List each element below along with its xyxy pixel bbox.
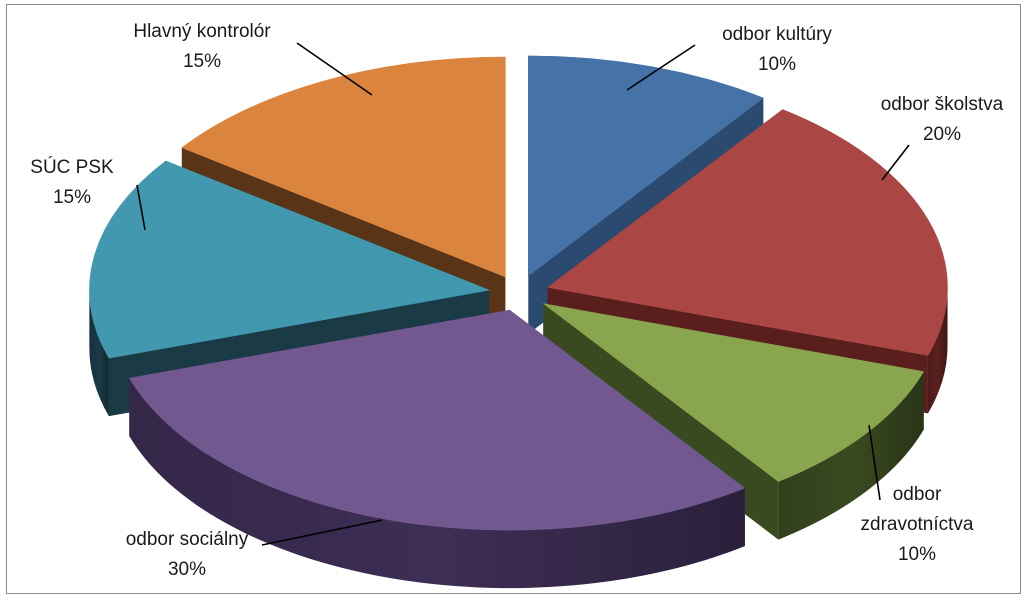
slice-label-suc-psk: SÚC PSK 15% [30, 156, 114, 208]
pie-slice-odbor-socialny [128, 309, 746, 589]
leader-line-odbor-zdravotnictva [868, 424, 881, 501]
slice-category-label: odbor školstva [881, 94, 1004, 115]
slice-rim-shade-odbor-zdravotnictva [778, 371, 924, 540]
slice-top-suc-psk [89, 160, 491, 359]
slice-value-label: 30% [168, 559, 206, 580]
leader-line-odbor-kultury [626, 44, 696, 91]
slice-top-hlavny-kontrolor [181, 56, 506, 278]
slice-rim-shade-odbor-socialny [129, 378, 745, 589]
slice-category-label: SÚC PSK [30, 156, 114, 178]
leader-line-odbor-socialny [261, 519, 383, 546]
slice-top-odbor-skolstva [546, 109, 948, 356]
slice-top-odbor-socialny [128, 309, 746, 531]
pie-chart: odbor kultúry 10% odbor školstva 20% odbor zd… [30, 21, 1004, 589]
slice-top-odbor-kultury [528, 55, 764, 277]
slice-label-odbor-zdravotnictva: odbor zdravotníctva 10% [861, 484, 974, 565]
slice-value-label: 15% [53, 187, 91, 208]
slice-category-label: odbor [893, 484, 942, 505]
slice-label-odbor-skolstva: odbor školstva 20% [881, 94, 1004, 145]
slice-label-hlavny-kontrolor: Hlavný kontrolór 15% [133, 21, 271, 72]
slice-label-odbor-kultury: odbor kultúry 10% [722, 24, 832, 75]
slice-rim-shade-suc-psk [89, 290, 109, 417]
slice-label-odbor-socialny: odbor sociálny 30% [126, 529, 249, 580]
slice-value-label: 20% [923, 124, 961, 145]
slice-value-label: 10% [758, 54, 796, 75]
leader-line-hlavny-kontrolor [296, 42, 373, 96]
slice-category-label: Hlavný kontrolór [133, 21, 271, 42]
slice-rim-shade-odbor-skolstva [927, 287, 948, 414]
leader-line-odbor-skolstva [881, 144, 910, 181]
slice-value-label: 10% [898, 544, 936, 565]
chart-frame: odbor kultúry 10% odbor školstva 20% odbor zd… [6, 4, 1021, 594]
leader-line-suc-psk [136, 184, 146, 231]
slice-top-odbor-zdravotnictva [543, 303, 925, 482]
slice-category-label: odbor sociálny [126, 529, 249, 550]
slice-value-label: 15% [183, 51, 221, 72]
slice-category-label: zdravotníctva [861, 514, 974, 535]
slice-category-label: odbor kultúry [722, 24, 832, 45]
